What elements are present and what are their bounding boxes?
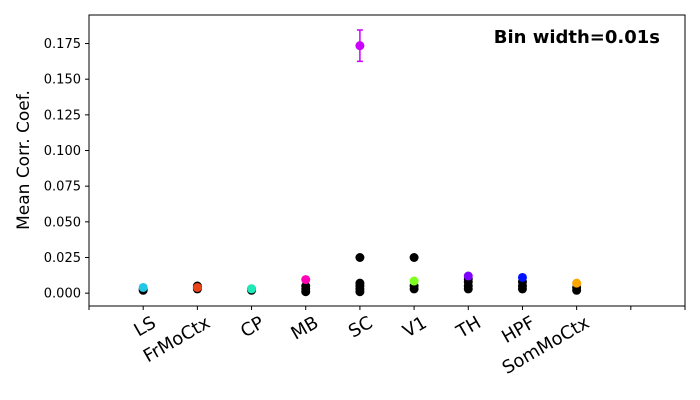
- x-category-label: V1: [399, 312, 430, 342]
- x-category-label: SC: [345, 312, 376, 342]
- x-category-label: MB: [288, 312, 323, 344]
- data-point-mean: [355, 41, 365, 51]
- x-category-label: TH: [452, 312, 485, 343]
- data-point-black: [301, 281, 311, 291]
- x-category-label: LS: [131, 312, 160, 341]
- data-point-mean: [572, 278, 582, 288]
- y-tick-label: 0.000: [44, 287, 81, 302]
- x-category-label: CP: [237, 312, 268, 342]
- data-point-black: [355, 278, 365, 288]
- data-point-mean: [409, 276, 419, 286]
- y-axis: 0.000 0.025 0.050 0.075 0.100 0.125 0.150 0.175: [44, 37, 89, 302]
- plot-area-frame: [88, 14, 686, 307]
- data-point-mean: [517, 272, 527, 282]
- y-tick-label: 0.100: [44, 144, 81, 159]
- data-point-mean: [247, 284, 257, 294]
- data-point-black: [355, 253, 365, 262]
- data-point-mean: [138, 282, 148, 292]
- bin-width-annotation: Bin width=0.01s: [494, 27, 660, 48]
- data-point-black: [409, 253, 419, 262]
- data-point-mean: [192, 282, 202, 292]
- data-point-mean: [301, 275, 311, 285]
- y-tick-label: 0.150: [44, 73, 81, 88]
- y-tick-label: 0.175: [44, 37, 81, 52]
- y-tick-label: 0.075: [44, 180, 81, 195]
- data-point-mean: [463, 271, 473, 281]
- y-axis-label: Mean Corr. Coef.: [14, 90, 34, 230]
- chart-marks: [138, 29, 582, 297]
- y-tick-label: 0.050: [44, 215, 81, 230]
- y-tick-label: 0.025: [44, 251, 81, 266]
- y-tick-label: 0.125: [44, 108, 81, 123]
